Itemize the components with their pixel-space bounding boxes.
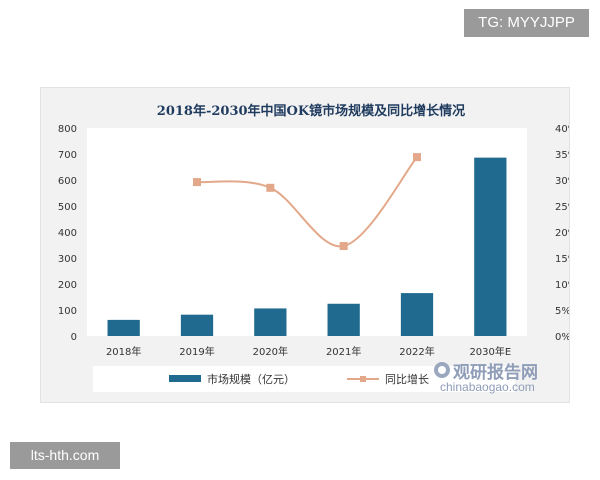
- growth-point: [339, 242, 348, 251]
- bar: [474, 157, 507, 336]
- bars: [107, 157, 507, 336]
- watermark-url: chinabaogao.com: [440, 380, 535, 394]
- y-right-tick-label: 30%: [555, 176, 569, 187]
- y-left-tick-label: 300: [58, 254, 77, 265]
- y-right-ticks: 0% 5% 10% 15% 20% 25% 30% 35% 40%: [555, 124, 569, 343]
- legend-swatch-marker: [360, 376, 366, 382]
- y-right-tick-label: 25%: [555, 202, 569, 213]
- x-tick-label: 2030年E: [469, 345, 511, 358]
- y-right-tick-label: 35%: [555, 150, 569, 161]
- growth-point: [266, 183, 275, 192]
- plot-area: [87, 128, 527, 336]
- growth-line: [196, 156, 418, 248]
- growth-point: [193, 178, 201, 187]
- x-ticks: 2018年 2019年 2020年 2021年 2022年 2030年E: [106, 345, 511, 358]
- line-series: [193, 153, 421, 251]
- y-left-ticks: 0 100 200 300 400 500 600 700 800: [58, 124, 77, 343]
- watermark-logo-icon: [434, 362, 450, 378]
- y-right-tick-label: 20%: [555, 228, 569, 239]
- growth-point: [413, 153, 421, 162]
- legend-label-line: 同比增长: [385, 372, 429, 386]
- y-right-tick-label: 0%: [555, 332, 569, 343]
- y-right-tick-label: 40%: [555, 124, 569, 135]
- watermark-name: 观研报告网: [453, 363, 538, 383]
- y-right-tick-label: 10%: [555, 280, 569, 291]
- bar: [327, 303, 360, 336]
- y-left-tick-label: 700: [58, 150, 77, 161]
- legend-label-bar: 市场规模（亿元）: [207, 372, 295, 386]
- x-tick-label: 2019年: [179, 345, 214, 358]
- tg-badge: TG: MYYJJPP: [464, 9, 589, 37]
- legend: 市场规模（亿元） 同比增长: [93, 366, 515, 392]
- y-left-tick-label: 800: [58, 124, 77, 135]
- legend-swatch-bar: [169, 375, 201, 382]
- watermark: 观研报告网 chinabaogao.com: [434, 358, 564, 398]
- chart-title: 2018年-2030年中国OK镜市场规模及同比增长情况: [157, 103, 465, 119]
- x-tick-label: 2018年: [106, 345, 141, 358]
- x-tick-label: 2021年: [326, 345, 361, 358]
- chart-svg: 2018年-2030年中国OK镜市场规模及同比增长情况 0 100 200 300 40…: [58, 103, 569, 392]
- bar: [180, 314, 214, 336]
- bar: [254, 308, 287, 336]
- y-left-tick-label: 100: [58, 306, 77, 317]
- x-tick-label: 2022年: [399, 345, 434, 358]
- y-right-tick-label: 5%: [555, 306, 569, 317]
- y-left-tick-label: 200: [58, 280, 77, 291]
- site-badge: lts-hth.com: [10, 442, 120, 469]
- y-left-tick-label: 400: [58, 228, 77, 239]
- bar: [107, 319, 140, 336]
- y-left-tick-label: 0: [71, 332, 77, 343]
- y-right-tick-label: 15%: [555, 254, 569, 265]
- chart-frame: 2018年-2030年中国OK镜市场规模及同比增长情况 0 100 200 300 40…: [40, 87, 570, 403]
- x-tick-label: 2020年: [253, 345, 288, 358]
- y-left-tick-label: 500: [58, 202, 77, 213]
- y-left-tick-label: 600: [58, 176, 77, 187]
- bar: [400, 293, 434, 336]
